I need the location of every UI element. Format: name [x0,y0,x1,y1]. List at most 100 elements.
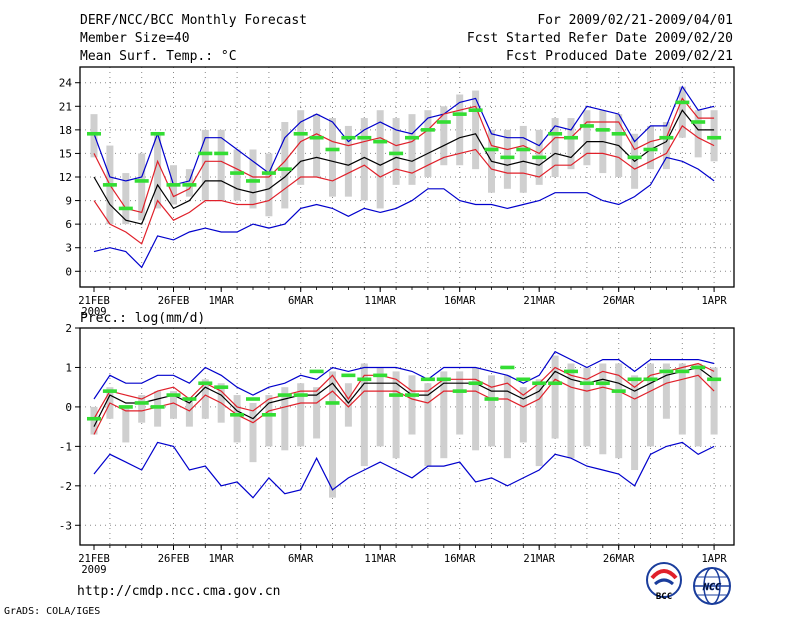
y-tick-label: 0 [65,401,72,414]
min-line [93,441,715,499]
observation-marker [102,183,117,187]
observation-marker [500,365,515,370]
observation-marker [452,389,467,393]
observation-marker [548,381,563,386]
observation-marker [691,120,706,124]
y-tick-label: 9 [65,195,72,208]
source-url[interactable]: http://cmdp.ncc.cma.gov.cn [77,584,281,599]
observation-marker [643,377,658,382]
observation-marker [261,171,276,175]
x-tick-label: 1MAR [209,553,235,565]
spread-bar [90,406,98,435]
ncc-logo: NCC [693,567,731,605]
spread-bar [360,363,368,467]
observation-marker [373,139,388,144]
observation-marker [373,373,388,378]
spread-bar [408,114,416,185]
spread-bar [503,375,511,459]
x-tick-label: 16MAR [444,553,476,565]
spread-bar [392,118,400,185]
spread-bar [313,114,321,177]
observation-marker [675,100,690,105]
observation-marker [468,108,483,113]
spread-bar [392,371,400,459]
observation-marker [420,377,435,382]
x-tick-label: 21FEB [78,553,110,565]
x-tick-label: 21MAR [523,553,555,565]
spread-bar [583,367,591,447]
x-tick-label: 26MAR [603,295,635,307]
spread-bar [281,122,289,209]
ncc-logo-text: NCC [702,582,721,593]
observation-marker [230,171,245,175]
spread-bar [170,391,177,419]
max-line [93,85,715,186]
y-tick-label: 0 [65,265,72,278]
max-line [93,350,715,400]
observation-marker [579,381,594,386]
plot-frame [79,327,735,546]
spread-bar [710,367,718,435]
x-tick-sublabel: 2009 [81,306,106,318]
observation-marker [309,135,324,140]
observation-marker [389,151,404,156]
observation-marker [611,131,626,136]
observation-marker [214,385,229,389]
upper-line [93,97,715,214]
spread-bar [662,363,670,419]
spread-bar [503,129,511,189]
observation-marker [214,151,229,156]
x-tick-label: 21FEB [78,295,110,307]
lower-line [93,125,715,245]
observation-marker [150,131,165,136]
spread-bar [472,90,480,170]
observation-marker [198,381,213,386]
spread-bar [678,86,686,138]
spread-bar [344,383,352,427]
spread-bar [122,173,130,225]
spread-bar [233,149,241,201]
spread-bar [138,153,146,221]
observation-marker [452,112,467,116]
observation-marker [707,377,722,382]
y-tick-label: -3 [59,519,72,532]
spread-bar [519,125,527,193]
observation-marker [468,381,483,386]
spread-bar [217,129,225,201]
spread-bar [456,94,464,166]
spread-bar [138,395,146,423]
y-tick-label: 15 [59,147,72,160]
spread-bar [456,371,464,435]
spread-bar [551,355,559,439]
spread-bar [185,399,193,427]
y-tick-label: 1 [65,361,72,374]
spread-bar [281,387,289,451]
observation-marker [246,179,260,183]
observation-marker [102,389,117,393]
observation-marker [118,206,133,211]
observation-marker [182,183,197,187]
observation-marker [579,124,594,128]
upper-line [93,362,715,419]
spread-bar [440,106,448,166]
observation-marker [325,401,340,405]
spread-bar [297,110,305,185]
observation-marker [436,377,451,382]
spread-bar [201,129,209,201]
spread-bar [90,114,98,158]
observation-marker [134,179,149,183]
observation-marker [516,377,531,382]
x-tick-label: 1MAR [209,295,235,307]
x-tick-label: 16MAR [444,295,476,307]
observation-marker [484,397,499,401]
x-tick-label: 6MAR [288,553,314,565]
spread-bar [631,375,639,471]
spread-bar [472,367,480,451]
spread-bar [694,110,702,158]
plot-frame [79,66,735,288]
spread-bar [519,387,527,443]
observation-marker [707,135,722,140]
x-tick-sublabel: 2009 [81,564,106,576]
observation-marker [230,413,245,417]
